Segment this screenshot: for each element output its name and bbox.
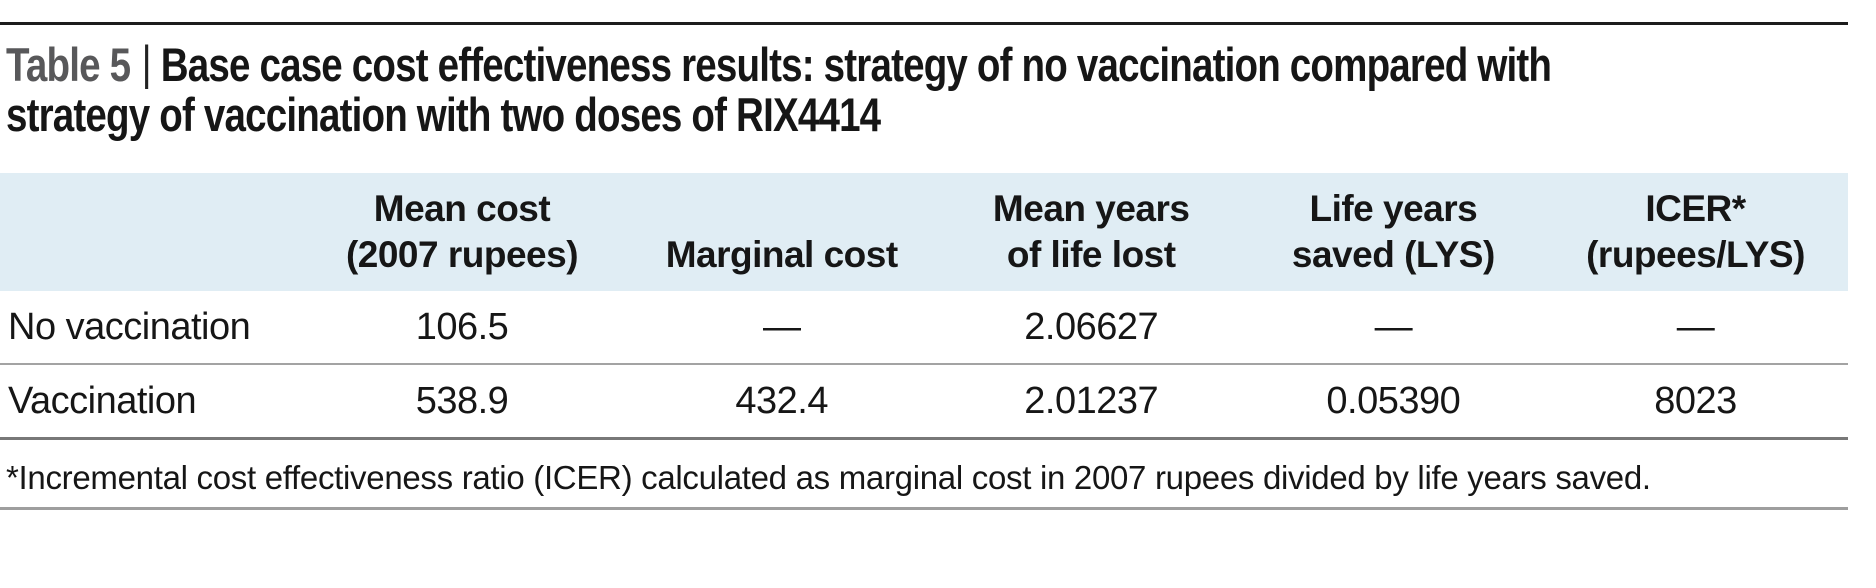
title-line-1: Table 5 | Base case cost effectiveness res… [6, 38, 1552, 91]
column-header-row-label [0, 173, 300, 291]
column-header-mean-cost: Mean cost (2007 rupees) [299, 173, 625, 291]
table-footnote: *Incremental cost effectiveness ratio (I… [6, 459, 1651, 496]
cell-row-label: No vaccination [0, 291, 300, 365]
table-number-label: Table 5 [6, 38, 131, 91]
title-line-2: strategy of vaccination with two doses o… [6, 90, 1516, 140]
title-text-line-2: strategy of vaccination with two doses o… [6, 88, 881, 141]
cell-life-years-saved: — [1243, 291, 1544, 365]
cell-mean-cost: 538.9 [299, 364, 625, 440]
table-row-vaccination: Vaccination 538.9 432.4 2.01237 0.05390 … [0, 364, 1848, 440]
table-row-no-vaccination: No vaccination 106.5 — 2.06627 — — [0, 291, 1848, 365]
header-row: Mean cost (2007 rupees) Marginal cost Me… [0, 173, 1848, 291]
cell-icer: 8023 [1543, 364, 1848, 440]
cell-marginal-cost: 432.4 [624, 364, 939, 440]
title-separator: | [141, 36, 152, 89]
results-table: Mean cost (2007 rupees) Marginal cost Me… [0, 173, 1848, 440]
cell-mean-years-of-life-lost: 2.01237 [938, 364, 1244, 440]
top-rule [0, 22, 1848, 25]
cell-life-years-saved: 0.05390 [1243, 364, 1544, 440]
cell-icer: — [1543, 291, 1848, 365]
cell-mean-cost: 106.5 [299, 291, 625, 365]
column-header-icer: ICER* (rupees/LYS) [1543, 173, 1848, 291]
page: Table 5 | Base case cost effectiveness res… [0, 22, 1848, 510]
cell-row-label: Vaccination [0, 364, 300, 440]
title-text-line-1: Base case cost effectiveness results: st… [160, 38, 1552, 91]
column-header-mean-years-of-life-lost: Mean years of life lost [938, 173, 1244, 291]
cell-mean-years-of-life-lost: 2.06627 [938, 291, 1244, 365]
column-header-marginal-cost: Marginal cost [624, 173, 939, 291]
page-title: Table 5 | Base case cost effectiveness res… [0, 38, 1848, 140]
cell-marginal-cost: — [624, 291, 939, 365]
column-header-life-years-saved: Life years saved (LYS) [1243, 173, 1544, 291]
bottom-rule [0, 507, 1848, 510]
